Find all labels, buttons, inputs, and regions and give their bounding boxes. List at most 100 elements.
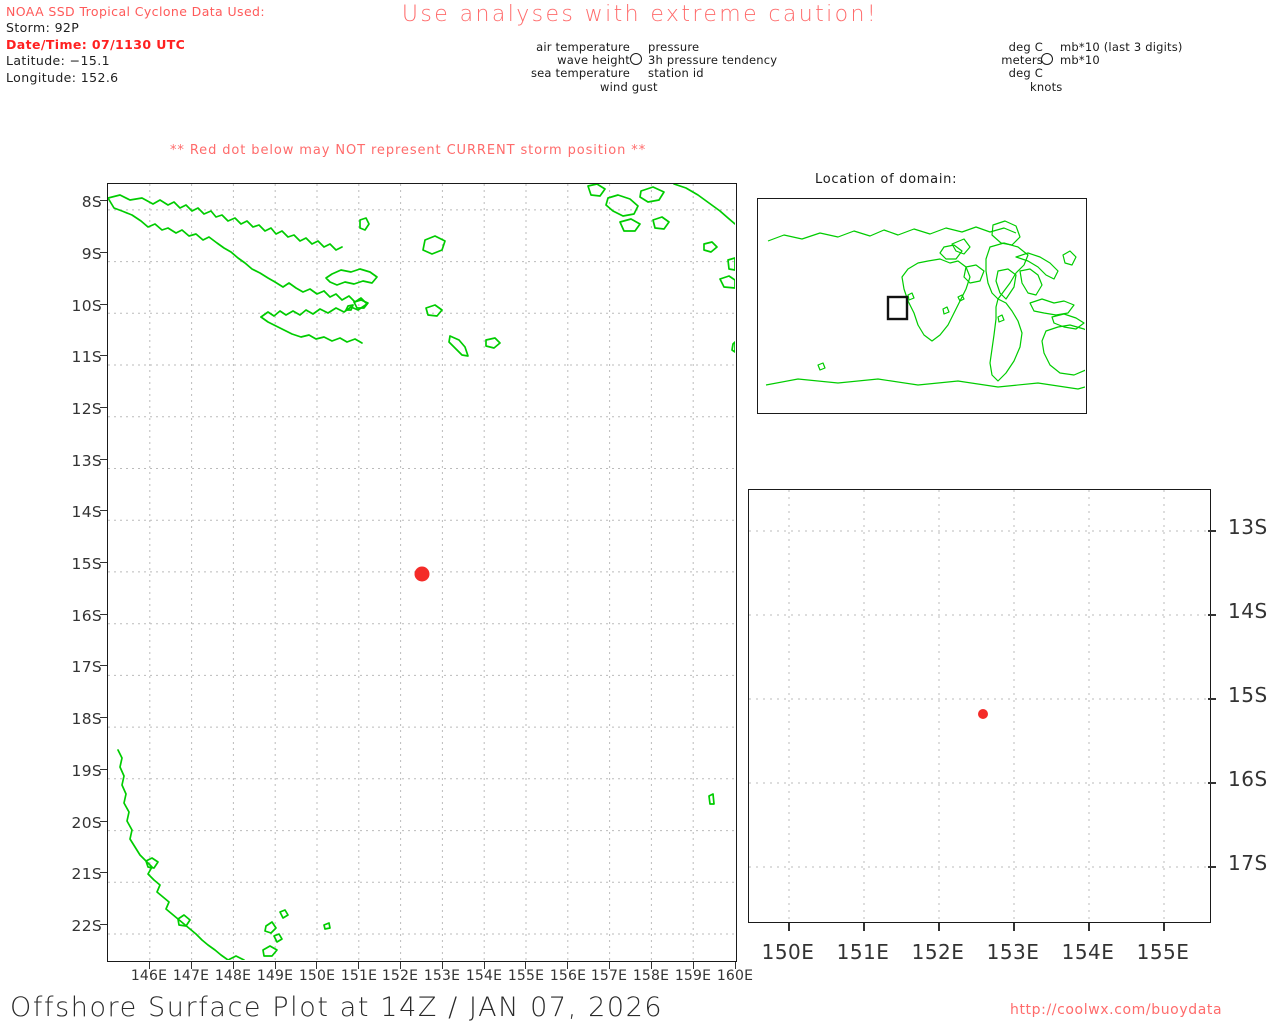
world-inset-panel[interactable]	[757, 198, 1087, 414]
main-ytick-14S	[100, 510, 107, 512]
main-xtick-153E	[442, 962, 444, 969]
zoom-ytick-17S	[1208, 866, 1216, 868]
main-ytick-11S	[100, 355, 107, 357]
main-xlabel-146E: 146E	[130, 968, 168, 984]
zoom-map-panel[interactable]	[748, 489, 1211, 923]
legend-sea-temperature: sea temperature	[530, 66, 630, 81]
main-ylabel-22S: 22S	[71, 917, 102, 935]
main-xlabel-148E: 148E	[214, 968, 252, 984]
zoom-ylabel-13S: 13S	[1228, 515, 1268, 539]
legend-pressure: pressure	[648, 40, 700, 54]
main-ylabel-17S: 17S	[71, 658, 102, 676]
main-xtick-160E	[735, 962, 737, 969]
units-deg-c-air: deg C	[1008, 40, 1043, 54]
main-map-svg	[108, 184, 735, 960]
main-map-panel[interactable]	[107, 183, 737, 962]
main-xlabel-153E: 153E	[423, 968, 461, 984]
zoom-map-gridlines	[749, 490, 1208, 920]
main-xlabel-157E: 157E	[590, 968, 628, 984]
legend-units-right: mb*10 (last 3 digits) mb*10	[1060, 40, 1183, 68]
zoom-xtick-151E	[863, 923, 865, 931]
caution-banner: Use analyses with extreme caution!	[401, 2, 879, 27]
noaa-source-label: NOAA SSD Tropical Cyclone Data Used:	[6, 4, 265, 19]
main-xtick-148E	[233, 962, 235, 969]
main-xlabel-155E: 155E	[507, 968, 545, 984]
zoom-ylabel-14S: 14S	[1228, 599, 1268, 623]
main-ylabel-19S: 19S	[71, 762, 102, 780]
world-coastlines	[765, 220, 1086, 390]
legend-wave-height: wave height	[557, 53, 630, 68]
units-mb10: mb*10	[1060, 53, 1100, 68]
legend-left-labels: air temperature wave height sea temperat…	[520, 40, 630, 81]
main-xlabel-158E: 158E	[632, 968, 670, 984]
world-inset-svg	[765, 220, 1086, 390]
zoom-xtick-152E	[938, 923, 940, 931]
main-ytick-16S	[100, 614, 107, 616]
main-ylabel-16S: 16S	[71, 607, 102, 625]
main-ytick-12S	[100, 407, 107, 409]
domain-bounding-box	[886, 295, 909, 321]
station-circle-icon	[630, 53, 642, 65]
zoom-xtick-155E	[1163, 923, 1165, 931]
zoom-map-svg	[749, 490, 1208, 920]
main-ytick-13S	[100, 459, 107, 461]
zoom-ytick-14S	[1208, 614, 1216, 616]
legend-station-id: station id	[648, 66, 704, 81]
footer-title: Offshore Surface Plot at 14Z / JAN 07, 2…	[10, 992, 664, 1023]
storm-position-dot-zoom[interactable]	[978, 709, 988, 719]
main-xlabel-150E: 150E	[298, 968, 336, 984]
storm-id-label: Storm: 92P	[6, 20, 80, 36]
main-ylabel-18S: 18S	[71, 710, 102, 728]
main-ytick-17S	[100, 665, 107, 667]
main-ytick-9S	[100, 252, 107, 254]
zoom-xlabel-152E: 152E	[911, 940, 965, 964]
main-ytick-20S	[100, 821, 107, 823]
zoom-xlabel-154E: 154E	[1061, 940, 1115, 964]
main-xtick-146E	[149, 962, 151, 969]
main-ytick-21S	[100, 872, 107, 874]
main-ytick-8S	[100, 200, 107, 202]
legend-wind-gust: wind gust	[600, 80, 658, 94]
main-xtick-158E	[651, 962, 653, 969]
main-map-coastlines	[108, 184, 735, 960]
main-ytick-19S	[100, 769, 107, 771]
longitude-label: Longitude: 152.6	[6, 69, 119, 85]
footer-url[interactable]: http://coolwx.com/buoydata	[1010, 1002, 1223, 1018]
main-xtick-155E	[525, 962, 527, 969]
main-ytick-15S	[100, 562, 107, 564]
units-meters: meters	[1001, 53, 1043, 68]
storm-info-block: NOAA SSD Tropical Cyclone Data Used: Sto…	[6, 4, 265, 86]
zoom-xlabel-153E: 153E	[986, 940, 1040, 964]
main-ylabel-20S: 20S	[71, 814, 102, 832]
main-xtick-157E	[609, 962, 611, 969]
main-xtick-151E	[358, 962, 360, 969]
main-ytick-18S	[100, 717, 107, 719]
main-xlabel-156E: 156E	[549, 968, 587, 984]
zoom-xtick-150E	[788, 923, 790, 931]
legend-pressure-tendency: 3h pressure tendency	[648, 53, 778, 68]
zoom-ylabel-16S: 16S	[1228, 767, 1268, 791]
main-xlabel-147E: 147E	[172, 968, 210, 984]
main-xlabel-160E: 160E	[716, 968, 754, 984]
main-xtick-152E	[400, 962, 402, 969]
legend-air-temperature: air temperature	[536, 40, 630, 54]
zoom-xtick-153E	[1013, 923, 1015, 931]
main-ylabel-13S: 13S	[71, 452, 102, 470]
legend-units-left: deg C meters deg C	[985, 40, 1043, 81]
main-ylabel-10S: 10S	[71, 297, 102, 315]
units-knots: knots	[1030, 80, 1063, 94]
red-dot-warning: ** Red dot below may NOT represent CURRE…	[170, 143, 647, 158]
zoom-ytick-15S	[1208, 698, 1216, 700]
zoom-xlabel-155E: 155E	[1136, 940, 1190, 964]
main-ylabel-21S: 21S	[71, 865, 102, 883]
storm-position-dot-main[interactable]	[414, 566, 430, 582]
zoom-ylabel-17S: 17S	[1228, 851, 1268, 875]
latitude-label: Latitude: −15.1	[6, 53, 110, 69]
main-xtick-154E	[484, 962, 486, 969]
units-mb10-digits: mb*10 (last 3 digits)	[1060, 40, 1183, 54]
main-xlabel-149E: 149E	[256, 968, 294, 984]
main-ylabel-12S: 12S	[71, 400, 102, 418]
zoom-xtick-154E	[1088, 923, 1090, 931]
main-xtick-159E	[693, 962, 695, 969]
zoom-xlabel-151E: 151E	[836, 940, 890, 964]
